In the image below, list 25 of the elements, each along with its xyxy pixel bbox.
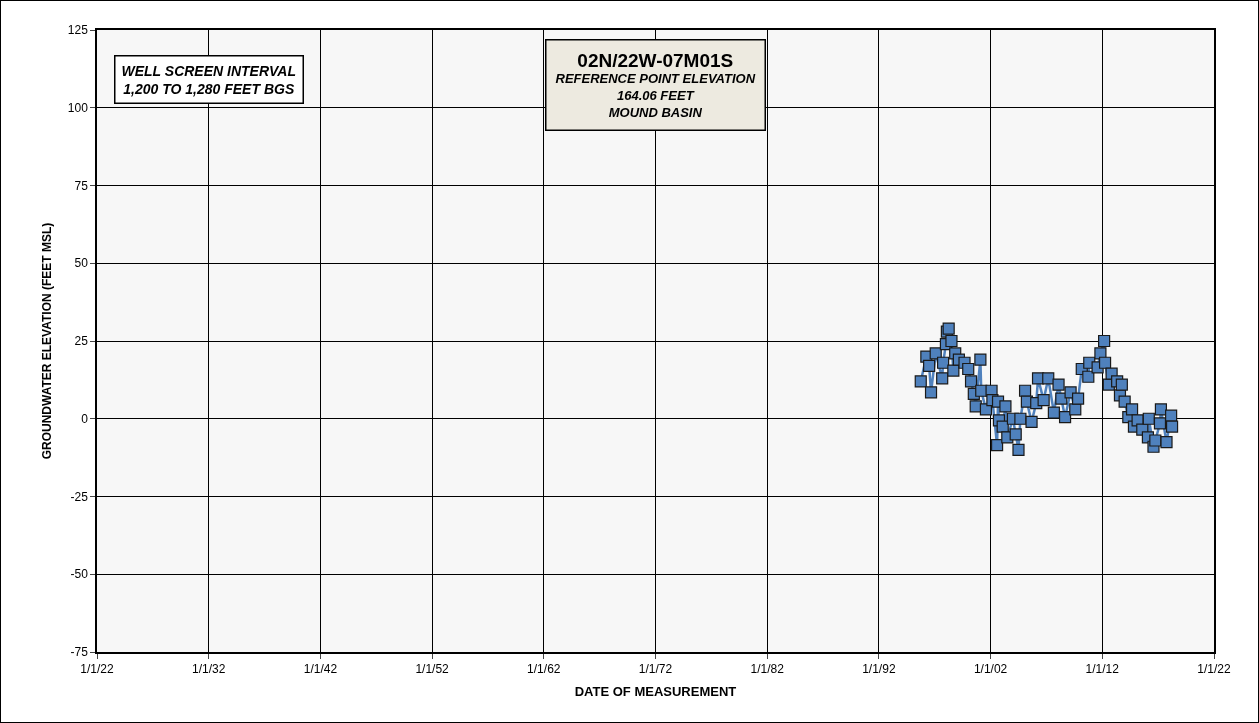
- x-tick-label: 1/1/22: [80, 662, 114, 677]
- y-axis-title: GROUNDWATER ELEVATION (FEET MSL): [39, 222, 54, 460]
- x-tick-label: 1/1/62: [527, 662, 561, 677]
- x-tick-label: 1/1/82: [750, 662, 785, 677]
- x-tick-label: 1/1/72: [638, 662, 673, 677]
- text: 02N/22W-07M01S: [577, 49, 734, 71]
- y-tick-label: 25: [74, 334, 89, 349]
- y-tick-label: 0: [81, 411, 89, 426]
- y-tick-label: 75: [74, 178, 89, 193]
- x-tick-label: 1/1/52: [415, 662, 450, 677]
- x-tick-label: 1/1/22: [1197, 662, 1231, 677]
- y-tick-label: -75: [70, 645, 89, 660]
- y-tick-label: 100: [67, 100, 89, 115]
- annotation: WELL SCREEN INTERVAL 1,200 TO 1,280 FEET BGS: [121, 62, 296, 97]
- x-tick-label: 1/1/42: [303, 662, 338, 677]
- x-axis-title: DATE OF MEASUREMENT: [574, 684, 737, 700]
- x-tick-label: 1/1/32: [191, 662, 226, 677]
- y-tick-label: -25: [70, 489, 89, 504]
- x-tick-label: 1/1/02: [973, 662, 1008, 677]
- x-tick-label: 1/1/12: [1085, 662, 1120, 677]
- x-tick-label: 1/1/92: [862, 662, 896, 677]
- y-tick-label: 50: [74, 256, 89, 271]
- text: REFERENCE POINT ELEVATION 164.06 FEET MOUND BASIN: [555, 71, 756, 121]
- y-tick-label: -50: [70, 567, 89, 582]
- y-tick-label: 125: [67, 23, 89, 38]
